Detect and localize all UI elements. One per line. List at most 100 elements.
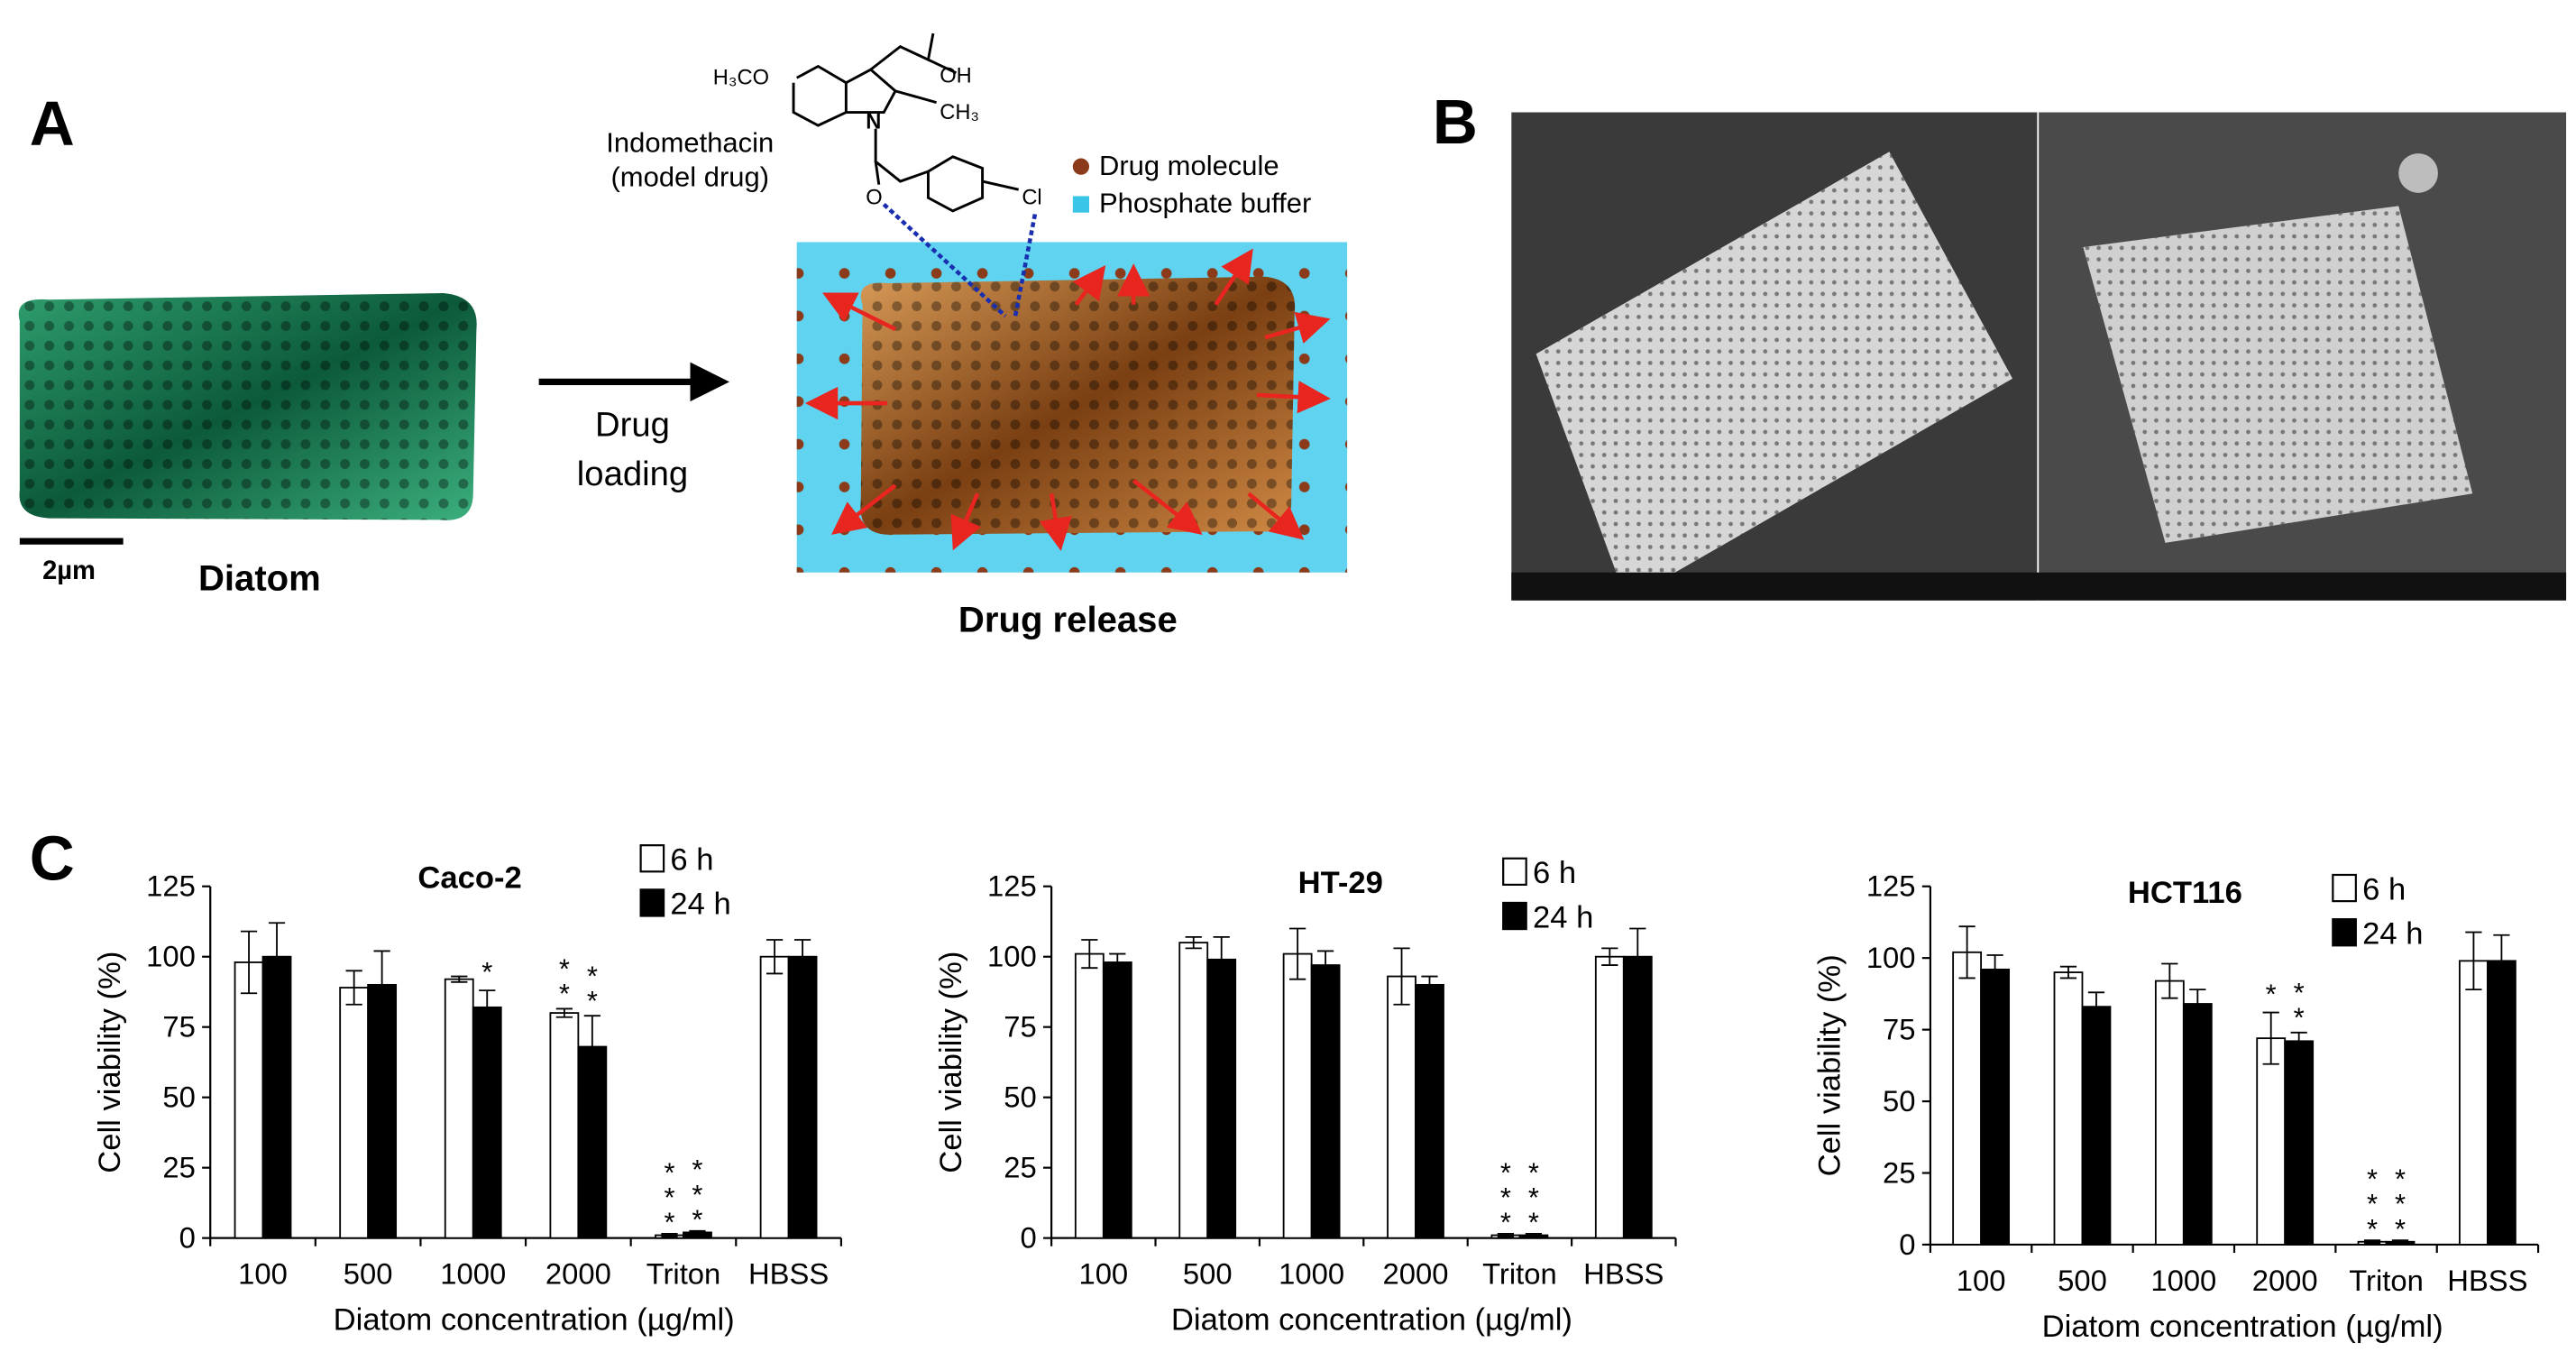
y-tick-label: 75 xyxy=(1883,1013,1915,1046)
bar xyxy=(1282,952,1313,1239)
legend-swatch xyxy=(2332,918,2357,947)
bar xyxy=(577,1045,608,1239)
y-tick-label: 100 xyxy=(1866,941,1916,974)
x-tick-label: 2000 xyxy=(545,1257,611,1291)
y-tick-label: 75 xyxy=(1004,1010,1036,1044)
bar xyxy=(1178,942,1209,1239)
legend-label: 6 h xyxy=(2362,872,2406,906)
bar-chart: HT-29 0 25 50 75 100 125 100 500 1000 2000 Triton **… xyxy=(934,856,1677,1338)
error-bar xyxy=(555,1007,573,1018)
bar xyxy=(1102,961,1132,1239)
atom-label: O xyxy=(866,187,882,210)
error-bar xyxy=(345,970,362,1006)
legend-label: Phosphate buffer xyxy=(1099,188,1311,219)
y-tick-label: 0 xyxy=(1899,1228,1915,1261)
drug-name: (model drug) xyxy=(610,161,769,193)
legend-swatch xyxy=(1072,158,1090,175)
scale-label: 2µm xyxy=(42,556,96,585)
y-axis-label: Cell viability (%) xyxy=(934,952,968,1173)
error-bar xyxy=(2465,931,2482,991)
x-axis-label: Diatom concentration (µg/ml) xyxy=(1171,1303,1572,1338)
bar xyxy=(234,961,264,1239)
bar xyxy=(2154,980,2185,1246)
y-tick-label: 0 xyxy=(179,1221,196,1255)
sem-images xyxy=(1511,112,2567,601)
y-axis-label: Cell viability (%) xyxy=(93,952,127,1173)
caption: Drug release xyxy=(958,600,1178,639)
error-bar xyxy=(373,950,390,1020)
bar xyxy=(1594,955,1625,1239)
loaded-diatom xyxy=(860,276,1296,535)
error-bar xyxy=(2262,1011,2279,1065)
legend-label: 24 h xyxy=(2362,916,2423,951)
y-tick-label: 100 xyxy=(987,940,1037,973)
error-bar xyxy=(793,939,811,975)
y-tick-label: 25 xyxy=(162,1151,195,1184)
error-bar xyxy=(1421,975,1438,995)
error-bar xyxy=(2493,934,2510,988)
bar xyxy=(2182,1003,2213,1246)
significance-label: ** xyxy=(576,960,608,1009)
x-tick-label: Triton xyxy=(2349,1264,2424,1297)
legend-label: Drug molecule xyxy=(1099,150,1279,181)
x-tick-label: Triton xyxy=(1482,1257,1557,1291)
bar xyxy=(1310,964,1341,1239)
significance-label: ** xyxy=(548,952,580,1002)
significance-label: *** xyxy=(2385,1163,2416,1238)
y-tick-label: 125 xyxy=(1866,869,1916,903)
bar-chart: Caco-2 0 25 50 75 100 125 100 500 1000 * 2000 **** Tr… xyxy=(93,843,842,1338)
bar-chart: HCT116 0 25 50 75 100 125 100 500 1000 2000 *** Trit… xyxy=(1813,869,2540,1344)
bar xyxy=(2081,1006,2112,1246)
error-bar xyxy=(1393,947,1410,1006)
y-tick-label: 100 xyxy=(146,940,196,973)
atom-label: OH xyxy=(940,65,972,88)
bar xyxy=(759,955,790,1239)
error-bar xyxy=(1213,935,1230,983)
error-bar xyxy=(240,930,258,995)
error-bar xyxy=(1525,1233,1543,1237)
x-axis-label: Diatom concentration (µg/ml) xyxy=(334,1303,735,1338)
significance-label: *** xyxy=(682,1154,713,1228)
significance-label: * xyxy=(2255,978,2287,1003)
y-tick-label: 0 xyxy=(1020,1221,1036,1255)
y-tick-label: 50 xyxy=(1883,1084,1915,1117)
legend-swatch xyxy=(2332,873,2357,903)
legend-swatch xyxy=(639,888,665,917)
error-bar xyxy=(451,975,468,983)
x-tick-label: HBSS xyxy=(748,1257,829,1291)
bar xyxy=(1387,975,1416,1239)
bar xyxy=(1415,983,1444,1239)
y-tick-label: 25 xyxy=(1004,1151,1036,1184)
significance-label: *** xyxy=(1490,1156,1521,1231)
error-bar xyxy=(1316,950,1334,980)
bar xyxy=(2053,971,2084,1246)
bar xyxy=(1980,968,2010,1246)
significance-label: ** xyxy=(2283,977,2315,1026)
error-bar xyxy=(2189,989,2206,1019)
structure-labels: H₃CO OH CH₃ N O Cl xyxy=(713,65,1042,210)
step-label: Drug xyxy=(595,405,670,444)
bar xyxy=(2459,960,2489,1246)
error-bar xyxy=(2391,1239,2409,1245)
y-tick-label: 50 xyxy=(1004,1081,1036,1114)
error-bar xyxy=(1289,927,1306,980)
bar xyxy=(2256,1037,2287,1246)
x-axis-label: Diatom concentration (µg/ml) xyxy=(2042,1310,2443,1344)
error-bar xyxy=(1497,1233,1515,1237)
binding-lines xyxy=(882,202,1038,318)
step-label: loading xyxy=(577,455,688,493)
chart-title: HT-29 xyxy=(1298,866,1383,900)
error-bar xyxy=(1109,952,1126,972)
bar xyxy=(444,978,474,1239)
atom-label: N xyxy=(866,111,881,134)
specimen-label: Diatom xyxy=(198,559,321,599)
significance-label: *** xyxy=(654,1156,685,1231)
bar xyxy=(472,1006,502,1239)
error-bar xyxy=(2290,1031,2307,1051)
x-tick-label: 500 xyxy=(344,1257,393,1291)
x-tick-label: 2000 xyxy=(2252,1264,2318,1297)
error-bar xyxy=(583,1015,600,1079)
error-bar xyxy=(2059,965,2077,980)
